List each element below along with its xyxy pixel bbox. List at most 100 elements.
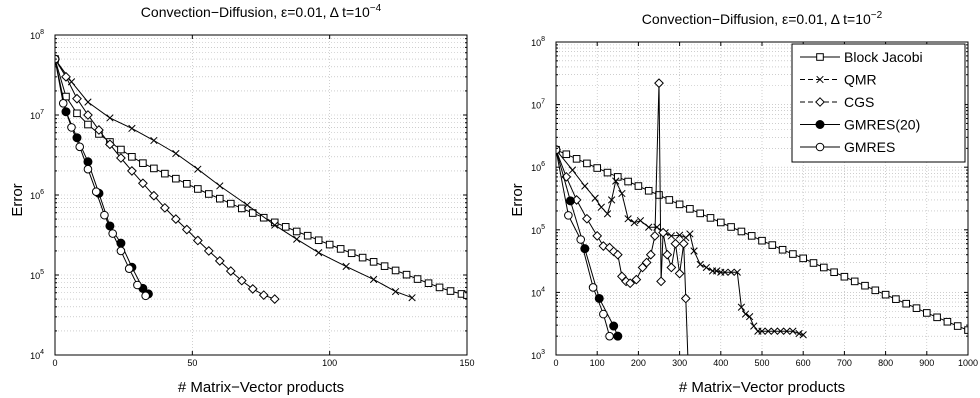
series-qmr — [55, 55, 416, 302]
chart-title: Convection−Diffusion, ε=0.01, Δ t=10−2 — [642, 10, 883, 27]
data-point — [236, 275, 247, 286]
x-tick-label: 200 — [631, 358, 646, 368]
data-point — [194, 185, 202, 193]
data-point — [269, 294, 280, 304]
data-point — [105, 139, 115, 150]
series-qmr — [556, 146, 807, 339]
data-point — [463, 291, 467, 299]
x-tick-label: 150 — [459, 358, 474, 368]
data-point — [674, 268, 685, 279]
data-point — [634, 182, 643, 190]
data-point — [871, 286, 880, 295]
data-point — [116, 246, 126, 256]
data-point — [815, 97, 825, 107]
x-tick-label: 0 — [52, 358, 57, 368]
x-axis-label: # Matrix−Vector products — [178, 379, 344, 396]
data-point — [106, 114, 114, 122]
data-point — [892, 295, 900, 303]
legend-entry: GMRES — [800, 139, 895, 155]
data-point — [830, 268, 838, 277]
series-gmres-20- — [556, 145, 623, 341]
y-tick-label: 104 — [30, 349, 44, 361]
data-point — [667, 232, 676, 240]
data-point — [750, 322, 758, 330]
series-cgs — [55, 54, 280, 304]
data-point — [741, 310, 750, 318]
x-tick-label: 100 — [322, 358, 337, 368]
data-point — [413, 275, 422, 283]
data-point — [686, 205, 694, 213]
data-point — [243, 201, 251, 209]
data-point — [124, 264, 134, 273]
data-point — [591, 194, 599, 202]
data-point — [745, 312, 754, 321]
x-tick-label: 1000 — [958, 358, 978, 368]
data-point — [624, 215, 632, 223]
data-point — [126, 166, 137, 176]
data-point — [625, 278, 636, 289]
data-point — [435, 283, 444, 292]
data-point — [680, 293, 691, 304]
legend: Block Jacobi QMR CGS GMRES(20) GMRES — [791, 43, 966, 163]
data-point — [159, 202, 170, 213]
data-point — [614, 173, 622, 181]
data-point — [636, 216, 645, 225]
data-point — [727, 268, 735, 276]
legend-label: CGS — [844, 94, 874, 110]
data-point — [603, 168, 612, 177]
data-point — [605, 331, 614, 341]
data-point — [747, 232, 756, 240]
data-point — [161, 169, 169, 178]
data-point — [820, 263, 828, 272]
right-chart: Convection−Diffusion, ε=0.01, Δ t=10−2 #… — [509, 10, 978, 396]
data-point — [607, 196, 616, 204]
x-tick-label: 400 — [713, 358, 728, 368]
legend-label: GMRES(20) — [844, 117, 920, 133]
data-point — [117, 145, 125, 154]
x-tick-label: 300 — [672, 358, 687, 368]
data-point — [776, 327, 785, 335]
x-tick-label: 700 — [837, 358, 852, 368]
y-tick-label: 108 — [30, 29, 44, 41]
data-point — [943, 317, 952, 326]
data-point — [815, 142, 825, 152]
data-point — [789, 327, 797, 335]
data-point — [141, 291, 150, 301]
data-point — [861, 281, 869, 290]
data-point — [170, 214, 181, 224]
data-point — [358, 253, 367, 262]
series-block-jacobi — [556, 145, 968, 334]
series-gmres — [556, 145, 614, 341]
data-point — [799, 331, 807, 339]
data-point — [150, 136, 158, 145]
data-point — [105, 221, 115, 231]
data-point — [172, 149, 180, 158]
data-point — [73, 109, 81, 118]
data-point — [192, 235, 203, 246]
data-point — [84, 98, 92, 106]
data-point — [789, 250, 797, 258]
data-point — [964, 326, 968, 334]
data-point — [666, 262, 677, 273]
y-tick-label: 105 — [30, 269, 44, 281]
legend-label: QMR — [844, 72, 877, 88]
data-point — [953, 322, 962, 330]
data-point — [593, 164, 602, 172]
data-point — [369, 258, 378, 266]
y-tick-label: 107 — [531, 99, 545, 111]
data-point — [816, 53, 824, 61]
plot-area — [55, 35, 467, 355]
data-point — [758, 236, 766, 245]
data-point — [116, 153, 126, 163]
legend-entry: CGS — [800, 94, 874, 110]
data-point — [303, 231, 312, 240]
data-point — [702, 263, 711, 272]
data-point — [94, 125, 104, 135]
data-point — [706, 214, 715, 222]
chart-title: Convection−Diffusion, ε=0.01, Δ t=10−4 — [141, 3, 382, 20]
data-point — [624, 177, 632, 186]
data-point — [612, 249, 623, 260]
data-point — [923, 309, 931, 317]
data-point — [75, 142, 85, 152]
data-point — [737, 227, 746, 236]
